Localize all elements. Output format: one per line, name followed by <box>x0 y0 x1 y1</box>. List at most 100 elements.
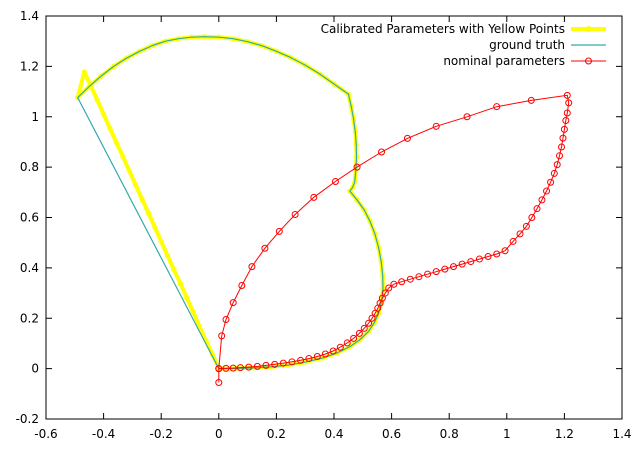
nominal-point <box>475 255 483 263</box>
nominal-point <box>248 263 256 271</box>
calibrated-point <box>196 323 203 329</box>
calibrated-point <box>145 210 152 216</box>
nominal-point <box>516 230 524 238</box>
legend-label: Calibrated Parameters with Yellow Points <box>321 22 565 36</box>
nominal-point <box>493 250 501 258</box>
calibrated-point <box>132 182 139 188</box>
nominal-point <box>262 361 270 369</box>
x-tick-label: 0 <box>215 427 223 441</box>
y-axis: -0.2 0 0.2 0.4 0.6 0.8 1 1.2 1.4 <box>16 9 622 426</box>
x-tick-label: 1.2 <box>555 427 574 441</box>
calibrated-point <box>101 111 107 117</box>
nominal-point <box>279 359 287 367</box>
nominal-point <box>329 347 337 355</box>
nominal-point <box>528 214 536 221</box>
legend: Calibrated Parameters with Yellow Points… <box>321 22 606 68</box>
nominal-point <box>350 334 358 342</box>
y-tick-label: 1 <box>31 110 39 124</box>
nominal-point <box>563 91 571 99</box>
calibrated-point <box>190 309 196 315</box>
nominal-point <box>218 332 226 340</box>
nominal-point <box>559 134 567 142</box>
legend-marker-nominal <box>585 57 592 65</box>
calibrated-point <box>177 281 184 287</box>
nominal-point <box>398 278 406 286</box>
x-axis: -0.6 -0.4 -0.2 0 0.2 0.4 0.6 0.8 1 1.2 1.4 <box>34 16 632 441</box>
x-tick-label: 0.2 <box>267 427 286 441</box>
nominal-point <box>222 364 230 372</box>
nominal-point <box>360 324 368 332</box>
calibrated-point <box>113 139 119 146</box>
y-tick-label: 1.4 <box>20 9 39 23</box>
calibrated-point <box>184 295 190 301</box>
ground-truth-line <box>77 36 384 370</box>
legend-label: ground truth <box>489 38 565 52</box>
nominal-point <box>245 363 253 371</box>
nominal-point <box>406 275 414 283</box>
nominal-point <box>562 117 570 125</box>
nominal-point <box>371 309 379 317</box>
x-tick-label: 1.4 <box>612 427 631 441</box>
calibrated-point <box>81 69 87 75</box>
nominal-point <box>261 244 269 252</box>
calibrated-point <box>171 267 177 273</box>
nominal-point <box>467 258 475 266</box>
nominal-point <box>565 99 573 107</box>
nominal-point <box>501 247 509 255</box>
nominal-point <box>550 169 558 177</box>
nominal-point <box>378 148 386 156</box>
nominal-point <box>291 210 299 218</box>
calibrated-point <box>152 224 158 230</box>
x-tick-label: 0.8 <box>440 427 459 441</box>
nominal-point <box>238 282 246 290</box>
nominal-point <box>321 350 329 358</box>
calibrated-point <box>107 125 113 131</box>
x-tick-label: 1 <box>503 427 511 441</box>
nominal-point <box>343 339 351 347</box>
nominal-point <box>558 143 566 151</box>
y-tick-label: 0.2 <box>20 311 39 325</box>
x-tick-label: 0.4 <box>324 427 343 441</box>
nominal-point <box>229 299 237 307</box>
nominal-point <box>390 280 398 288</box>
nominal-point <box>215 365 223 373</box>
nominal-point <box>556 152 564 160</box>
x-tick-label: 0.6 <box>382 427 401 441</box>
nominal-series-line <box>218 94 570 383</box>
nominal-point <box>415 273 423 281</box>
nominal-point <box>313 353 321 361</box>
nominal-point <box>271 360 279 368</box>
nominal-point <box>305 355 313 363</box>
nominal-point <box>297 356 305 364</box>
nominal-point <box>538 196 546 204</box>
nominal-point <box>553 161 561 169</box>
nominal-point <box>365 319 373 327</box>
series-layer <box>75 34 573 386</box>
x-tick-label: -0.2 <box>149 427 172 441</box>
nominal-point <box>368 314 376 322</box>
nominal-point <box>458 260 466 268</box>
y-tick-label: 0.6 <box>20 211 39 225</box>
nominal-point <box>493 103 501 111</box>
nominal-point <box>533 205 541 213</box>
nominal-point <box>463 113 471 121</box>
nominal-point <box>222 316 230 324</box>
nominal-point <box>563 109 571 117</box>
calibrated-point <box>120 153 126 160</box>
nominal-point <box>353 163 361 171</box>
nominal-point <box>450 263 458 271</box>
nominal-point <box>543 187 551 195</box>
nominal-point <box>381 289 389 297</box>
nominal-point <box>336 343 344 351</box>
nominal-point <box>509 237 517 245</box>
nominal-point <box>355 329 363 337</box>
y-tick-label: 0.8 <box>20 160 39 174</box>
nominal-point <box>560 125 568 133</box>
nominal-point <box>275 227 283 235</box>
nominal-point <box>253 362 261 370</box>
nominal-point <box>215 378 223 386</box>
nominal-point <box>441 265 449 273</box>
nominal-point <box>403 134 411 142</box>
plot-frame <box>45 15 623 420</box>
